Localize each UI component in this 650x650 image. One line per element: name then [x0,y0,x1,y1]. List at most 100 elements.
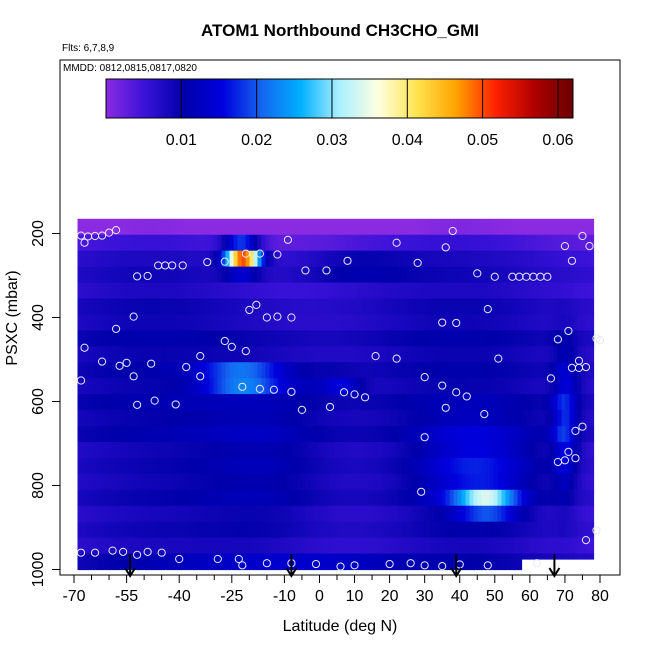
heatmap-cell [133,505,139,523]
heatmap-cell [349,282,355,300]
heatmap-cell [205,457,211,475]
heatmap-cell [129,441,135,459]
heatmap-cell [441,441,447,459]
heatmap-cell [465,234,471,252]
heatmap-cell [353,505,359,523]
heatmap-cell [277,234,283,252]
heatmap-cell [393,218,399,236]
heatmap-cell [209,457,215,475]
heatmap-cell [561,553,567,560]
heatmap-cell [245,489,251,507]
heatmap-cell [145,473,151,491]
heatmap-cell [501,521,507,539]
heatmap-cell [533,250,539,268]
heatmap-cell [389,250,395,268]
heatmap-cell [209,218,215,236]
heatmap-cell [501,314,507,331]
heatmap-cell [313,394,319,411]
heatmap-cell [301,234,307,252]
obs-point [473,269,482,278]
heatmap-cell [313,298,319,316]
heatmap-cell [469,394,475,411]
heatmap-cell [453,362,459,379]
heatmap-cell [133,441,139,459]
heatmap-cell [161,505,167,523]
heatmap-cell [485,218,491,236]
heatmap-cell [541,250,547,268]
heatmap-cell [381,346,387,363]
heatmap-cell [565,234,571,252]
heatmap-cell [417,441,423,459]
heatmap-cell [429,489,435,507]
heatmap-cell [113,234,119,252]
heatmap-cell [341,298,347,316]
heatmap-cell [229,346,235,363]
heatmap-cell [413,282,419,300]
heatmap-cell [133,378,139,395]
heatmap-cell [433,250,439,268]
heatmap-cell [449,441,455,459]
heatmap-cell [441,521,447,539]
heatmap-cell [513,521,519,539]
heatmap-cell [381,457,387,475]
heatmap-cell [349,362,355,379]
heatmap-cell [565,426,571,443]
heatmap-cell [289,410,295,427]
heatmap-cell [189,394,195,411]
heatmap-cell [217,505,223,523]
heatmap-cell [349,505,355,523]
heatmap-cell [401,234,407,252]
heatmap-cell [505,218,511,236]
heatmap-cell [117,441,123,459]
heatmap-cell [505,250,511,268]
heatmap-cell [257,266,263,284]
heatmap-cell [249,426,255,443]
heatmap-cell [173,250,179,268]
heatmap-cell [541,410,547,427]
heatmap-cell [417,378,423,395]
heatmap-cell [521,282,527,300]
heatmap-cell [165,473,171,491]
heatmap-cell [409,521,415,539]
heatmap-cell [537,441,543,459]
heatmap-cell [145,234,151,252]
heatmap-cell [285,394,291,411]
heatmap-cell [285,457,291,475]
heatmap-cell [217,266,223,284]
heatmap-cell [217,218,223,236]
heatmap-cell [577,441,583,459]
heatmap-cell [129,330,135,347]
heatmap-cell [237,330,243,347]
heatmap-cell [185,218,191,236]
heatmap-cell [525,426,531,443]
heatmap-cell [369,314,375,331]
heatmap-cell [285,441,291,459]
heatmap-cell [177,378,183,395]
heatmap-cell [277,394,283,411]
heatmap-cell [569,553,575,560]
heatmap-cell [185,473,191,491]
heatmap-cell [577,394,583,411]
heatmap-cell [209,410,215,427]
heatmap-cell [585,378,591,395]
heatmap-cell [233,537,239,555]
heatmap-cell [337,537,343,555]
heatmap-cell [385,537,391,555]
heatmap-cell [101,250,107,268]
heatmap-cell [229,473,235,491]
heatmap-cell [89,521,95,539]
heatmap-cell [153,314,159,331]
obs-point [441,403,450,412]
heatmap-cell [565,298,571,316]
heatmap-cell [181,298,187,316]
heatmap-cell [385,553,391,571]
heatmap-cell [493,266,499,284]
heatmap-cell [585,489,591,507]
heatmap-cell [513,473,519,491]
heatmap-cell [433,282,439,300]
heatmap-cell [441,234,447,252]
heatmap-cell [217,314,223,331]
heatmap-cell [153,457,159,475]
heatmap-cell [313,250,319,268]
